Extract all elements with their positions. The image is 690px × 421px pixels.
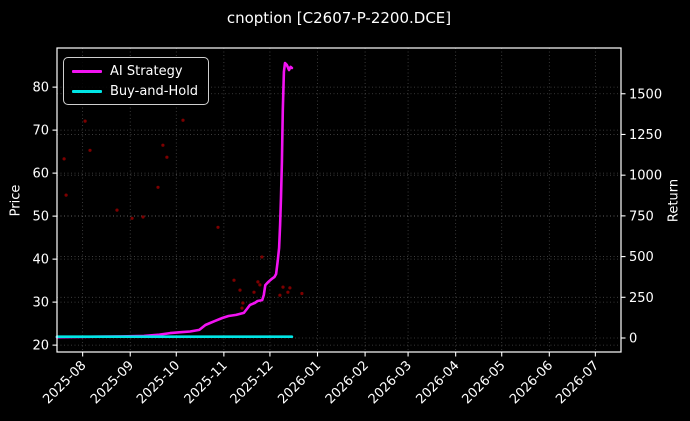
return-tick-label: 1250 [629, 128, 662, 143]
x-tick-label: 2025-09 [88, 358, 137, 407]
x-tick-label: 2026-04 [414, 358, 463, 407]
price-tick-label: 50 [32, 210, 49, 225]
price-scatter-point [281, 285, 285, 289]
return-tick-label: 750 [629, 209, 654, 224]
legend-item-buy-and-hold: Buy-and-Hold [72, 84, 200, 99]
price-tick-label: 60 [32, 167, 49, 182]
price-scatter-point [161, 143, 165, 147]
x-tick-label: 2026-02 [323, 358, 372, 407]
return-tick-label: 1000 [629, 169, 662, 184]
price-scatter-point [115, 208, 119, 212]
return-tick-label: 0 [629, 331, 637, 346]
x-tick-label: 2026-01 [275, 358, 324, 407]
price-scatter-point [260, 255, 264, 259]
x-tick-label: 2026-05 [460, 358, 509, 407]
x-tick-label: 2026-07 [553, 358, 602, 407]
price-tick-label: 70 [32, 124, 49, 139]
x-tick-label: 2026-06 [507, 358, 556, 407]
x-tick-label: 2025-12 [228, 358, 277, 407]
price-tick-label: 40 [32, 253, 49, 268]
x-tick-label: 2025-10 [134, 358, 183, 407]
price-scatter-point [181, 118, 185, 122]
price-scatter-point [288, 286, 292, 290]
price-scatter-point [62, 157, 66, 161]
return-tick-label: 500 [629, 250, 654, 265]
legend-label-buy-and-hold: Buy-and-Hold [110, 83, 199, 99]
legend-label-ai-strategy: AI Strategy [110, 63, 183, 79]
price-scatter-point [252, 290, 256, 294]
price-scatter-point [241, 301, 245, 305]
price-scatter-point [64, 193, 68, 197]
x-tick-label: 2025-11 [182, 358, 231, 407]
return-tick-label: 1500 [629, 87, 662, 102]
legend-item-ai-strategy: AI Strategy [72, 64, 200, 79]
price-tick-label: 80 [32, 81, 49, 96]
price-scatter-point [238, 288, 242, 292]
price-scatter-point [286, 290, 290, 294]
price-scatter-point [141, 215, 145, 219]
ai-strategy-line [55, 61, 294, 339]
return-tick-label: 250 [629, 291, 654, 306]
price-scatter-point [258, 283, 262, 287]
ai-strategy-swatch [72, 69, 102, 73]
price-scatter-point [256, 280, 260, 284]
price-scatter-point [83, 119, 87, 123]
price-scatter-point [232, 278, 236, 282]
legend: AI Strategy Buy-and-Hold [63, 57, 209, 105]
price-tick-label: 20 [32, 339, 49, 354]
price-tick-label: 30 [32, 296, 49, 311]
price-scatter-point [240, 306, 244, 310]
price-scatter-point [130, 216, 134, 220]
x-tick-label: 2026-03 [366, 358, 415, 407]
chart-title: cnoption [C2607-P-2200.DCE] [226, 9, 452, 27]
buy-and-hold-swatch [72, 89, 102, 93]
price-scatter-point [300, 291, 304, 296]
price-scatter-point [165, 155, 169, 159]
price-scatter-point [88, 148, 92, 152]
price-scatter-point [216, 225, 220, 229]
price-scatter-point [278, 293, 282, 297]
x-tick-label: 2025-08 [40, 358, 89, 407]
plot-border [56, 47, 622, 353]
price-scatter-point [156, 185, 160, 189]
